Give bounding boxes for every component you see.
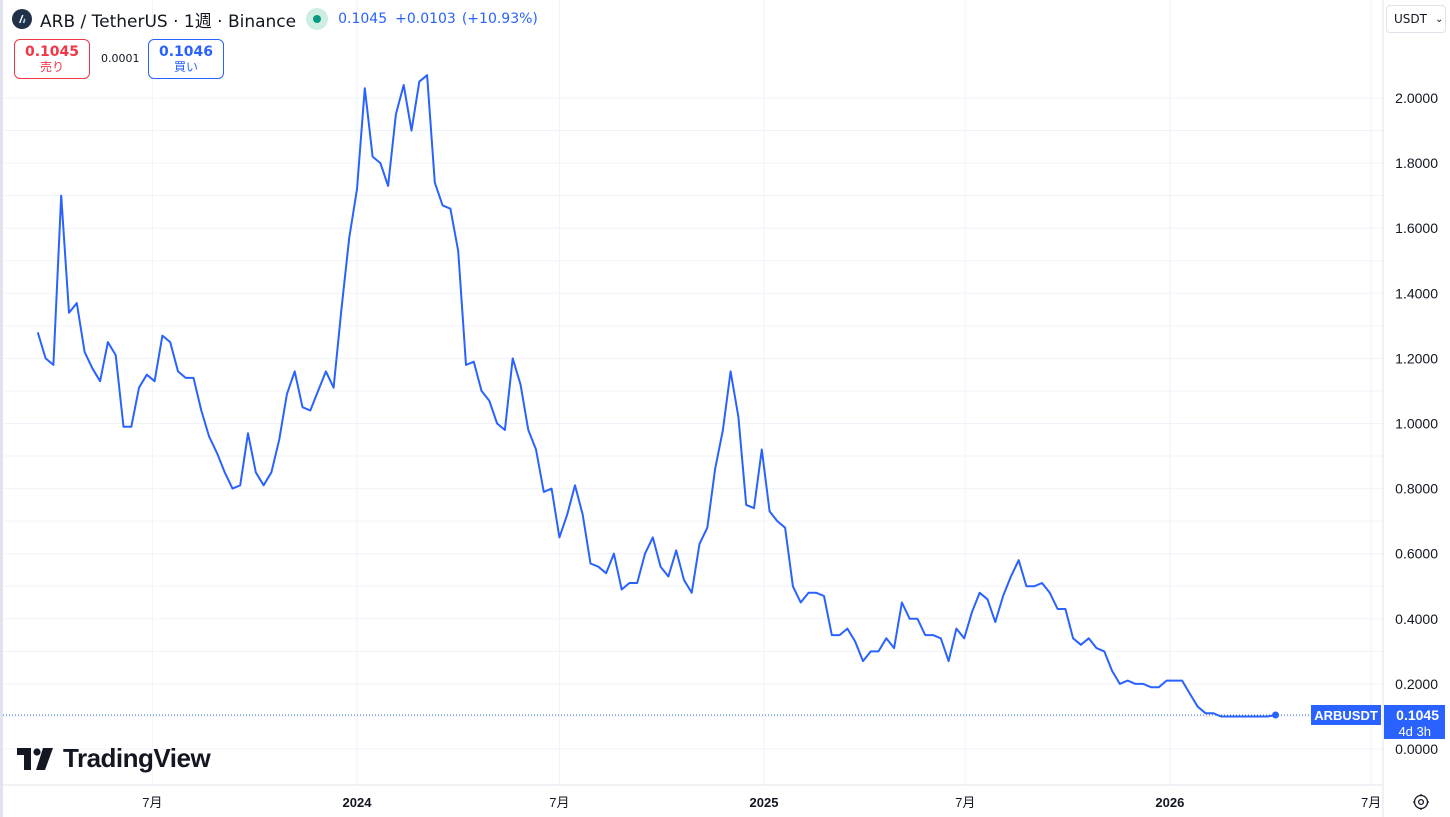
grid-lines [3,0,1383,785]
y-tick-label: 1.6000 [1395,220,1438,236]
sell-label: 売り [39,59,64,74]
y-tick-label: 1.4000 [1395,285,1438,301]
y-axis-ticks: 2.0000 1.8000 1.6000 1.4000 1.2000 1.0000 0.80… [1395,90,1438,757]
x-axis-ticks: 7月 2024 7月 2025 7月 2026 7月 [142,795,1381,810]
currency-label: USDT [1394,12,1427,26]
symbol-title[interactable]: ARB / TetherUS · 1週 · Binance [40,11,297,32]
chart-settings-button[interactable] [1409,790,1433,814]
y-tick-label: 0.6000 [1395,546,1438,562]
symbol-header: ARB / TetherUS · 1週 · Binance 0.1045 +0.… [12,6,538,32]
y-tick-label: 0.8000 [1395,481,1438,497]
x-tick-label: 2025 [750,795,779,810]
y-tick-label: 0.2000 [1395,676,1438,692]
x-tick-label: 7月 [1361,795,1381,810]
market-open-indicator[interactable] [306,8,329,30]
y-tick-label: 0.0000 [1395,741,1438,757]
last-price-tag-value: 0.1045 [1396,707,1439,723]
header-change: +0.0103 [395,11,456,27]
x-tick-label: 7月 [955,795,975,810]
header-change-percent: (+10.93%) [461,11,538,27]
x-tick-label: 7月 [142,795,162,810]
y-tick-label: 1.8000 [1395,155,1438,171]
last-price-tags: ARBUSDT 0.1045 4d 3h [1311,704,1445,739]
last-price-tag [1384,704,1445,739]
sell-button[interactable]: 0.1045 売り [14,39,90,79]
live-status-icon [313,15,322,23]
left-edge-divider [0,0,3,817]
sell-price: 0.1045 [24,43,80,60]
chevron-down-icon: ⌄ [1434,13,1444,25]
header-last-price: 0.1045 [338,11,388,27]
buy-price: 0.1046 [158,43,214,60]
tradingview-logo-text: TradingView [63,743,211,773]
y-tick-label: 0.4000 [1395,611,1438,627]
tradingview-logo[interactable]: TradingView [17,743,211,774]
y-tick-label: 1.0000 [1395,416,1438,432]
y-tick-label: 2.0000 [1395,90,1438,106]
bar-countdown: 4d 3h [1398,724,1431,739]
price-series-line [36,74,1276,718]
currency-selector[interactable]: USDT ⌄ [1386,5,1446,33]
arbitrum-coin-icon [12,9,32,29]
spread-value: 0.0001 [101,52,140,65]
x-tick-label: 7月 [549,795,569,810]
x-tick-label: 2026 [1155,795,1184,810]
x-tick-label: 2024 [343,795,373,810]
buy-button[interactable]: 0.1046 買い [148,39,224,79]
symbol-tag-label: ARBUSDT [1314,708,1378,723]
tradingview-logo-icon [17,747,53,770]
gear-icon [1413,794,1429,810]
buy-label: 買い [173,59,198,74]
last-price-dot [1272,711,1280,719]
symbol-tag [1311,704,1381,725]
y-tick-label: 1.2000 [1395,350,1438,366]
